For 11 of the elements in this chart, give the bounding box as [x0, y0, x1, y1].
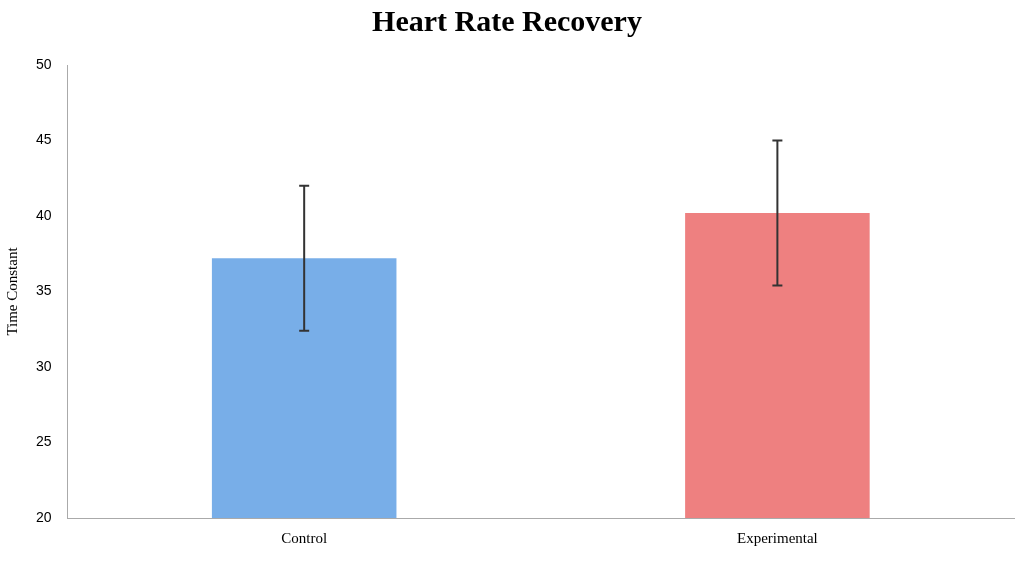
- x-tick-label: Experimental: [736, 529, 818, 546]
- y-tick-label: 45: [35, 131, 52, 148]
- y-axis-title: Time Constant: [3, 246, 20, 336]
- y-tick-label: 30: [35, 357, 52, 374]
- chart-title: Heart Rate Recovery: [372, 3, 642, 37]
- y-tick-label: 50: [35, 55, 52, 72]
- y-tick-label: 40: [35, 206, 52, 223]
- y-tick-label: 35: [35, 282, 52, 299]
- y-tick-label: 25: [35, 433, 52, 450]
- x-tick-label: Control: [281, 529, 328, 546]
- y-tick-label: 20: [35, 508, 52, 525]
